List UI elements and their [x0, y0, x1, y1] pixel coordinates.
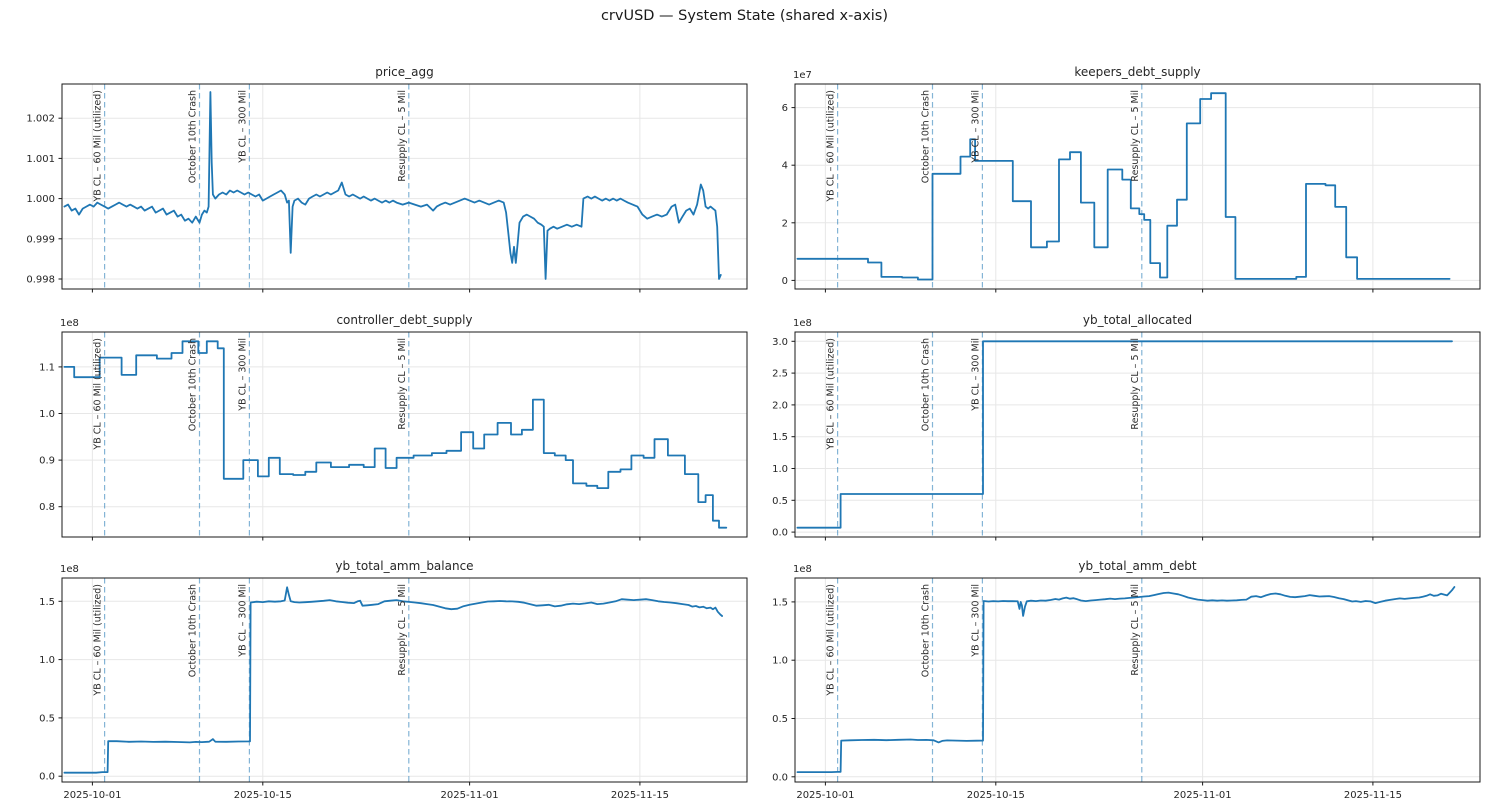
annotation-label: YB CL – 300 Mil [970, 90, 981, 164]
figure-title: crvUSD — System State (shared x-axis) [600, 8, 889, 24]
series-line-keepers_debt_supply [796, 92, 1451, 281]
axis-offset-label: 1e8 [793, 564, 812, 575]
annotation-label: October 10th Crash [188, 338, 199, 431]
annotation-label: October 10th Crash [921, 90, 932, 183]
x-tick-label: 2025-11-01 [1174, 790, 1232, 801]
series-line-yb_total_allocated [796, 340, 1453, 529]
annotation-label: YB CL – 60 Mil (utilized) [826, 90, 837, 203]
series-line-price_agg [63, 91, 722, 280]
annotation-label: October 10th Crash [921, 584, 932, 677]
subplot-title: yb_total_amm_balance [335, 559, 473, 573]
chart-price_agg: 0.998 0.999 1.000 1.001 1.002 price_agg YB CL … [26, 65, 748, 293]
y-tick-label: 0.9 [39, 456, 55, 467]
annotation-label: YB CL – 300 Mil [237, 90, 248, 164]
annotation-label: YB CL – 60 Mil (utilized) [93, 338, 104, 451]
chart-keepers_debt_supply: 0 2 4 6 1e7 keepers_debt_supply YB CL – 60 Mil… [782, 65, 1481, 293]
annotation-label: Resupply CL – 5 Mil [397, 90, 408, 182]
x-tick-label: 2025-11-15 [1344, 790, 1402, 801]
x-tick-label: 2025-11-01 [441, 790, 499, 801]
annotation-label: YB CL – 300 Mil [237, 338, 248, 412]
subplot-title: controller_debt_supply [336, 313, 472, 327]
subplot-title: price_agg [375, 65, 433, 79]
series-line-yb_total_amm_debt [796, 586, 1456, 773]
annotation-label: YB CL – 60 Mil (utilized) [826, 338, 837, 451]
y-tick-label: 0.0 [39, 772, 55, 783]
annotation-label: Resupply CL – 5 Mil [1130, 338, 1141, 430]
axis-offset-label: 1e8 [60, 318, 79, 329]
y-tick-label: 2 [782, 218, 788, 229]
annotation-label: YB CL – 60 Mil (utilized) [93, 90, 104, 203]
subplot-title: keepers_debt_supply [1074, 65, 1200, 79]
y-tick-label: 1.0 [39, 409, 55, 420]
y-tick-label: 4 [782, 161, 788, 172]
y-tick-label: 1.5 [39, 597, 55, 608]
y-tick-label: 1.1 [39, 362, 55, 373]
y-tick-label: 0.999 [26, 234, 55, 245]
x-tick-label: 2025-10-01 [796, 790, 854, 801]
plot-border [61, 331, 748, 538]
annotation-label: YB CL – 60 Mil (utilized) [826, 584, 837, 697]
annotation-label: YB CL – 300 Mil [970, 584, 981, 658]
annotation-label: October 10th Crash [188, 584, 199, 677]
chart-yb_total_amm_balance: 0.0 0.5 1.0 1.5 2025-10-01 2025-10-15 2025-11-… [39, 559, 748, 801]
y-tick-label: 1.0 [39, 655, 55, 666]
annotation-label: Resupply CL – 5 Mil [397, 584, 408, 676]
series-line-yb_total_amm_balance [63, 586, 723, 774]
plot-border [61, 83, 748, 290]
y-tick-label: 2.0 [772, 400, 788, 411]
subplot-title: yb_total_allocated [1083, 313, 1192, 327]
plot-border [61, 577, 748, 783]
y-tick-label: 0 [782, 276, 788, 287]
y-tick-label: 1.0 [772, 464, 788, 475]
axis-offset-label: 1e8 [60, 564, 79, 575]
y-tick-label: 3.0 [772, 337, 788, 348]
annotation-label: YB CL – 60 Mil (utilized) [93, 584, 104, 697]
chart-yb_total_allocated: 0.0 0.5 1.0 1.5 2.0 2.5 3.0 1e8 yb_total_allocat… [772, 313, 1481, 541]
y-tick-label: 0.998 [26, 275, 55, 286]
y-tick-label: 1.000 [26, 194, 55, 205]
plot-border [794, 577, 1481, 783]
y-tick-label: 6 [782, 103, 788, 114]
plot-border [794, 331, 1481, 538]
annotation-label: Resupply CL – 5 Mil [1130, 90, 1141, 182]
y-tick-label: 0.8 [39, 502, 55, 513]
axis-offset-label: 1e8 [793, 318, 812, 329]
y-tick-label: 1.0 [772, 656, 788, 667]
plot-border [794, 83, 1481, 290]
annotation-label: October 10th Crash [921, 338, 932, 431]
annotation-label: Resupply CL – 5 Mil [1130, 584, 1141, 676]
chart-controller_debt_supply: 0.8 0.9 1.0 1.1 1e8 controller_debt_supply YB … [39, 313, 748, 541]
annotation-label: Resupply CL – 5 Mil [397, 338, 408, 430]
y-tick-label: 0.0 [772, 772, 788, 783]
x-tick-label: 2025-10-15 [967, 790, 1025, 801]
y-tick-label: 0.5 [39, 713, 55, 724]
x-tick-label: 2025-10-15 [234, 790, 292, 801]
annotation-label: October 10th Crash [188, 90, 199, 183]
x-tick-label: 2025-10-01 [63, 790, 121, 801]
y-tick-label: 0.5 [772, 714, 788, 725]
annotation-label: YB CL – 300 Mil [237, 584, 248, 658]
axis-offset-label: 1e7 [793, 70, 812, 81]
annotation-label: YB CL – 300 Mil [970, 338, 981, 412]
y-tick-label: 1.5 [772, 597, 788, 608]
subplot-title: yb_total_amm_debt [1078, 559, 1197, 573]
y-tick-label: 0.0 [772, 528, 788, 539]
y-tick-label: 2.5 [772, 369, 788, 380]
series-line-controller_debt_supply [63, 340, 728, 529]
chart-yb_total_amm_debt: 0.0 0.5 1.0 1.5 2025-10-01 2025-10-15 2025-11-… [772, 559, 1481, 801]
x-tick-label: 2025-11-15 [611, 790, 669, 801]
y-tick-label: 1.001 [26, 154, 55, 165]
y-tick-label: 1.002 [26, 114, 55, 125]
y-tick-label: 0.5 [772, 496, 788, 507]
y-tick-label: 1.5 [772, 432, 788, 443]
